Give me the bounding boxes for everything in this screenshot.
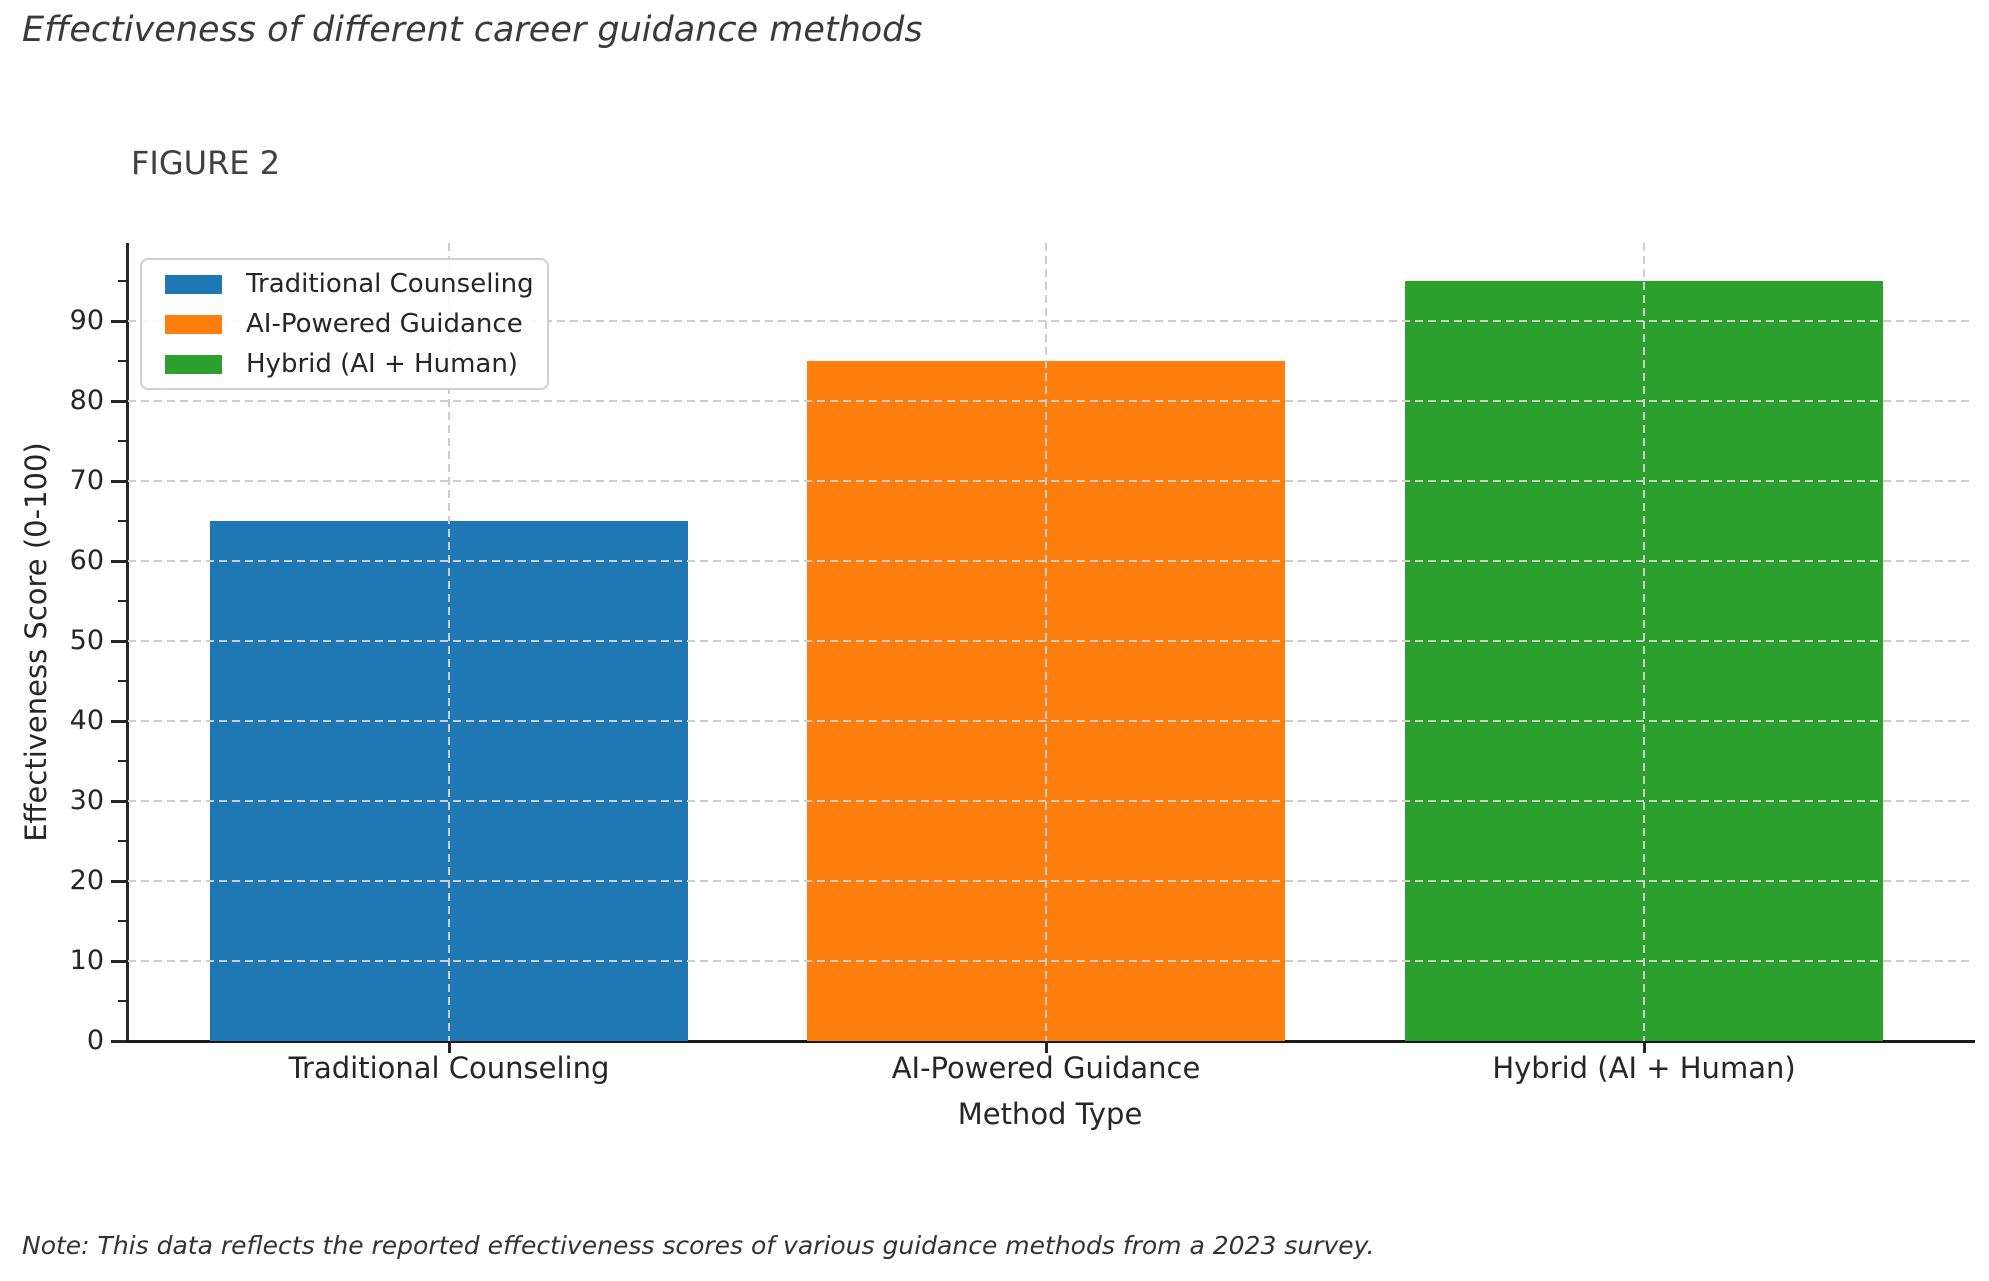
grid-h-line-60 xyxy=(128,560,1973,562)
y-tick-0 xyxy=(111,1039,126,1043)
x-axis-line xyxy=(126,1040,1975,1043)
y-tick-70 xyxy=(111,479,126,483)
grid-h-line-10 xyxy=(128,960,1973,962)
grid-h-line-20 xyxy=(128,880,1973,882)
y-tick-label-30: 30 xyxy=(69,785,104,816)
y-minor-tick-5 xyxy=(118,1000,126,1002)
y-tick-label-0: 0 xyxy=(86,1025,104,1056)
y-tick-label-90: 90 xyxy=(69,305,104,336)
x-tick-traditional-counseling xyxy=(447,1043,451,1053)
legend: Traditional Counseling AI-Powered Guidanc… xyxy=(140,258,549,390)
legend-item-ai-powered-guidance: AI-Powered Guidance xyxy=(165,309,547,340)
y-minor-tick-65 xyxy=(118,520,126,522)
y-tick-label-20: 20 xyxy=(69,865,104,896)
legend-swatch-ai-powered-guidance xyxy=(165,314,222,334)
legend-item-hybrid-ai-human: Hybrid (AI + Human) xyxy=(165,349,547,380)
y-tick-label-80: 80 xyxy=(69,385,104,416)
legend-item-label: AI-Powered Guidance xyxy=(246,308,523,339)
y-tick-40 xyxy=(111,719,126,723)
y-minor-tick-35 xyxy=(118,760,126,762)
plot-area xyxy=(128,243,1973,1041)
grid-v-line-traditional-counseling xyxy=(448,243,450,1041)
y-axis-title: Effectiveness Score (0-100) xyxy=(19,442,53,842)
y-tick-50 xyxy=(111,639,126,643)
y-axis-line xyxy=(126,243,129,1043)
y-tick-10 xyxy=(111,959,126,963)
figure-label: FIGURE 2 xyxy=(131,144,281,182)
grid-h-line-90 xyxy=(128,320,1973,322)
grid-h-line-50 xyxy=(128,640,1973,642)
legend-item-label: Hybrid (AI + Human) xyxy=(246,348,518,379)
grid-h-line-40 xyxy=(128,720,1973,722)
x-axis-title: Method Type xyxy=(957,1097,1143,1131)
y-tick-label-50: 50 xyxy=(69,625,104,656)
legend-swatch-traditional-counseling xyxy=(165,274,222,294)
x-tick-ai-powered-guidance xyxy=(1044,1043,1048,1053)
x-tick-label-hybrid-ai-human: Hybrid (AI + Human) xyxy=(1492,1051,1796,1085)
y-tick-label-40: 40 xyxy=(69,705,104,736)
grid-v-line-ai-powered-guidance xyxy=(1045,243,1047,1041)
y-tick-label-10: 10 xyxy=(69,945,104,976)
legend-item-label: Traditional Counseling xyxy=(246,268,534,299)
y-tick-90 xyxy=(111,319,126,323)
x-tick-hybrid-ai-human xyxy=(1642,1043,1646,1053)
grid-h-line-70 xyxy=(128,480,1973,482)
legend-item-traditional-counseling: Traditional Counseling xyxy=(165,269,547,300)
footnote: Note: This data reflects the reported ef… xyxy=(22,1231,1375,1260)
grid-h-line-30 xyxy=(128,800,1973,802)
y-minor-tick-95 xyxy=(118,280,126,282)
y-minor-tick-75 xyxy=(118,440,126,442)
y-minor-tick-85 xyxy=(118,360,126,362)
y-tick-label-70: 70 xyxy=(69,465,104,496)
y-minor-tick-25 xyxy=(118,840,126,842)
y-tick-60 xyxy=(111,559,126,563)
y-tick-80 xyxy=(111,399,126,403)
chart-title: Effectiveness of different career guidan… xyxy=(22,10,923,50)
y-minor-tick-45 xyxy=(118,680,126,682)
y-tick-30 xyxy=(111,799,126,803)
grid-v-line-hybrid-ai-human xyxy=(1643,243,1645,1041)
x-tick-label-ai-powered-guidance: AI-Powered Guidance xyxy=(891,1051,1201,1085)
y-tick-20 xyxy=(111,879,126,883)
y-minor-tick-55 xyxy=(118,600,126,602)
legend-swatch-hybrid-ai-human xyxy=(165,354,222,374)
y-minor-tick-15 xyxy=(118,920,126,922)
x-tick-label-traditional-counseling: Traditional Counseling xyxy=(288,1051,610,1085)
grid-h-line-80 xyxy=(128,400,1973,402)
y-tick-label-60: 60 xyxy=(69,545,104,576)
